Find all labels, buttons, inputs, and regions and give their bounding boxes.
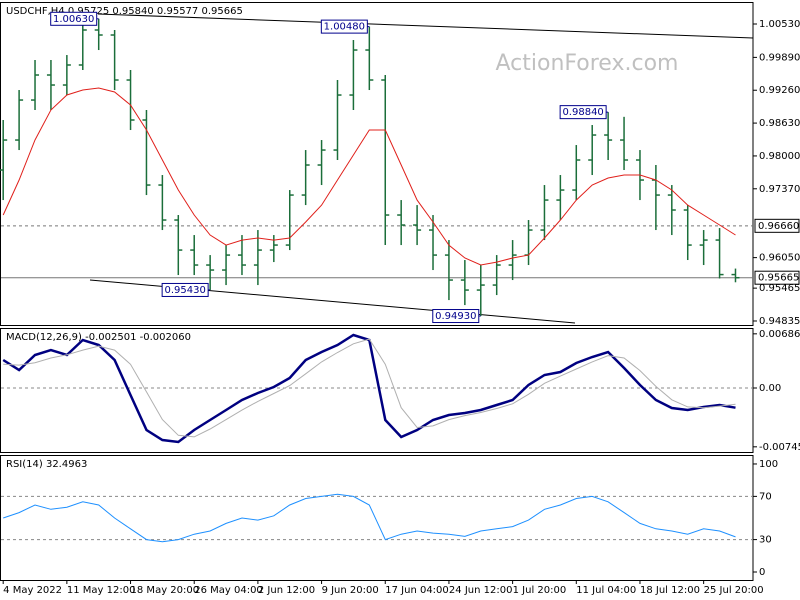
annotation-label: 1.00480 [324,22,365,33]
panel-frame [0,328,754,453]
watermark: ActionForex.com [496,51,679,76]
y-tick-label: 0.99260 [759,85,800,96]
y-tick-label: 0.94835 [759,316,800,327]
annotation-box [432,309,480,324]
price-label: 0.96660 [758,221,799,232]
annotation-label: 1.00630 [53,14,94,25]
x-tick-label: 18 Jul 12:00 [640,585,700,596]
x-tick-label: 2 Jun 12:00 [258,585,315,596]
y-tick-label: -0.007454 [759,442,800,453]
price-label-box [754,270,800,285]
panel-title: MACD(12,26,9) -0.002501 -0.002060 [6,332,191,343]
price-label: 0.95665 [758,273,799,284]
annotation-label: 0.98840 [562,107,603,118]
x-tick-label: 4 May 2022 [3,585,62,596]
x-tick-label: 25 Jul 20:00 [704,585,764,596]
x-tick-label: 9 Jun 20:00 [322,585,379,596]
panel-frame [0,2,754,326]
panel-title: RSI(14) 32.4963 [6,459,87,470]
panel-title: USDCHF,H4 0.95725 0.95840 0.95577 0.9566… [6,6,243,17]
y-tick-label: 0.98630 [759,118,800,129]
annotation-box [559,105,607,120]
y-tick-label: 0.96050 [759,253,800,264]
annotation-label: 0.94930 [435,311,476,322]
indicator-line [3,493,736,543]
y-tick-label: 0.95465 [759,283,800,294]
y-tick-label: 30 [759,535,772,546]
annotation-box [50,11,98,26]
annotation-label: 0.95430 [164,285,205,296]
price-label-box [754,218,800,233]
x-tick-label: 26 May 04:00 [194,585,263,596]
annotation-box [161,282,209,297]
y-tick-label: 0.99890 [759,52,800,63]
y-tick-label: 0.97370 [759,184,800,195]
x-tick-label: 24 Jun 12:00 [449,585,513,596]
y-tick-label: 0.00 [759,383,781,394]
trendline [97,13,754,39]
indicator-line [3,338,736,438]
y-tick-label: 0.98000 [759,151,800,162]
x-tick-label: 11 Jul 04:00 [576,585,636,596]
annotation-box [320,19,368,34]
y-tick-label: 0 [759,567,765,578]
y-tick-label: 70 [759,491,772,502]
y-tick-label: 1.00530 [759,19,800,30]
indicator-line [2,87,736,266]
x-tick-label: 18 May 20:00 [131,585,200,596]
x-tick-label: 1 Jul 20:00 [513,585,567,596]
x-tick-label: 17 Jun 04:00 [385,585,449,596]
y-tick-label: 100 [759,459,778,470]
y-tick-label: 0.006861 [759,329,800,340]
x-tick-label: 11 May 12:00 [67,585,136,596]
panel-frame [0,455,754,581]
